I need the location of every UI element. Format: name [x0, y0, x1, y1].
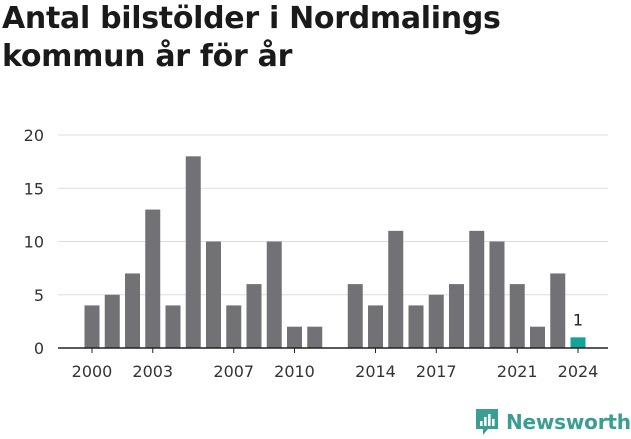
newsworthy-logo-icon	[476, 409, 498, 435]
newsworthy-brand-name: Newsworthy	[506, 410, 631, 434]
bar-2022	[530, 326, 545, 348]
y-axis-ticks: 0 5 10 15 20	[24, 126, 44, 358]
bar-2000	[84, 305, 100, 348]
gridlines	[58, 134, 608, 296]
y-tick-label: 10	[24, 233, 44, 252]
x-axis-ticks: 2000 2003 2007 2010 2014 2017 2021 2024	[72, 348, 599, 381]
bar-2014	[368, 305, 383, 348]
y-tick-label: 5	[34, 286, 44, 305]
x-tick-label: 2003	[132, 362, 173, 381]
bar-2015	[388, 230, 404, 348]
bar-2008	[246, 284, 262, 348]
data-label-2024: 1	[573, 310, 583, 329]
bar-2003	[145, 209, 161, 348]
bar-2010	[287, 326, 302, 348]
x-tick-label: 2014	[355, 362, 396, 381]
bar-2016	[408, 305, 424, 348]
bars	[84, 156, 586, 348]
bar-2007	[226, 305, 242, 348]
bar-2020	[489, 241, 505, 348]
bar-2005	[185, 156, 201, 348]
y-tick-label: 0	[34, 339, 44, 358]
bar-2017	[428, 294, 444, 348]
y-tick-label: 20	[24, 126, 44, 145]
x-tick-label: 2021	[497, 362, 538, 381]
newsworthy-brand: Newsworthy	[474, 405, 631, 439]
x-tick-label: 2010	[274, 362, 315, 381]
data-labels: 1	[573, 310, 583, 329]
bar-2018	[449, 284, 464, 348]
x-tick-label: 2000	[72, 362, 113, 381]
bar-2021	[509, 284, 525, 348]
bar-2009	[266, 241, 282, 348]
y-tick-label: 15	[24, 179, 44, 198]
bar-2023	[550, 273, 566, 348]
x-tick-label: 2024	[558, 362, 599, 381]
bar-2004	[165, 305, 181, 348]
bar-2002	[125, 273, 140, 348]
bar-2006	[206, 241, 221, 348]
bar-2024	[570, 337, 586, 348]
x-tick-label: 2007	[213, 362, 254, 381]
bar-2013	[347, 284, 363, 348]
bar-2001	[104, 294, 120, 348]
chart-title: Antal bilstölder i Nordmalings kommun år…	[2, 1, 501, 74]
bar-2011	[307, 326, 323, 348]
bar-2019	[469, 230, 485, 348]
x-tick-label: 2017	[416, 362, 457, 381]
